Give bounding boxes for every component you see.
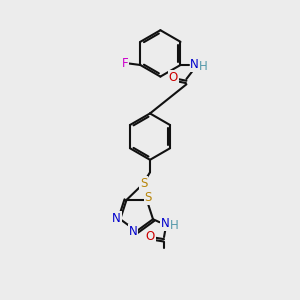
Text: N: N <box>112 212 121 225</box>
Text: O: O <box>168 71 178 84</box>
Text: N: N <box>161 217 170 230</box>
Text: N: N <box>129 225 137 238</box>
Text: O: O <box>146 230 155 243</box>
Text: N: N <box>190 58 199 71</box>
Text: S: S <box>140 177 147 190</box>
Text: H: H <box>199 60 207 73</box>
Text: S: S <box>145 191 152 204</box>
Text: F: F <box>122 57 128 70</box>
Text: H: H <box>169 219 178 232</box>
